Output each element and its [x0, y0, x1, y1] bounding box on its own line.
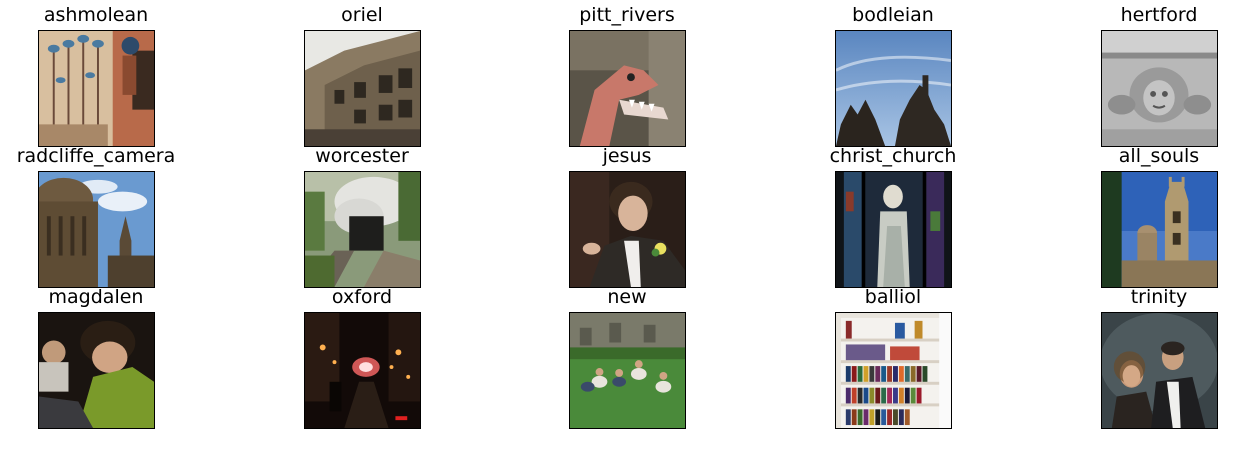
dinosaur-model-image — [569, 31, 685, 146]
image-frame — [37, 312, 155, 429]
couple-portrait-image — [1101, 313, 1217, 428]
grid-cell-christ-church: christ_church — [773, 143, 1013, 288]
man-in-suit-image — [569, 172, 685, 287]
radcliffe-camera-image — [38, 172, 154, 287]
people-indoors-image — [38, 313, 154, 428]
stained-glass-image — [835, 172, 951, 287]
image-title: magdalen — [48, 286, 144, 308]
image-frame — [568, 312, 686, 429]
grid-cell-trinity: trinity — [1039, 284, 1245, 429]
tower-blue-sky-image — [1101, 172, 1217, 287]
image-frame — [37, 30, 155, 147]
spires-sky-image — [835, 31, 951, 146]
image-title: christ_church — [829, 145, 957, 167]
night-street-image — [304, 313, 420, 428]
image-title: new — [607, 286, 647, 308]
steam-train-image — [304, 172, 420, 287]
image-frame — [303, 30, 421, 147]
image-frame — [1100, 171, 1218, 288]
image-title: all_souls — [1118, 145, 1200, 167]
college-building-image — [304, 31, 420, 146]
image-frame — [1100, 30, 1218, 147]
image-title: worcester — [315, 145, 409, 167]
image-title: radcliffe_camera — [16, 145, 176, 167]
image-title: oriel — [341, 4, 383, 26]
grid-cell-radcliffe-camera: radcliffe_camera — [0, 143, 216, 288]
image-title: pitt_rivers — [579, 4, 675, 26]
grid-cell-ashmolean: ashmolean — [0, 2, 216, 147]
image-frame — [1100, 312, 1218, 429]
grid-cell-pitt-rivers: pitt_rivers — [507, 2, 747, 147]
image-frame — [37, 171, 155, 288]
bookshelf-image — [835, 313, 951, 428]
grid-cell-bodleian: bodleian — [773, 2, 1013, 147]
image-frame — [834, 30, 952, 147]
egyptian-relief-image — [38, 31, 154, 146]
image-title: balliol — [864, 286, 922, 308]
grid-cell-balliol: balliol — [773, 284, 1013, 429]
image-frame — [834, 312, 952, 429]
grid-cell-worcester: worcester — [242, 143, 482, 288]
grid-cell-oriel: oriel — [242, 2, 482, 147]
stone-carving-image — [1101, 31, 1217, 146]
grid-cell-new: new — [507, 284, 747, 429]
grid-cell-oxford: oxford — [242, 284, 482, 429]
grid-cell-magdalen: magdalen — [0, 284, 216, 429]
image-frame — [568, 171, 686, 288]
image-title: trinity — [1130, 286, 1188, 308]
people-on-lawn-image — [569, 313, 685, 428]
grid-cell-all-souls: all_souls — [1039, 143, 1245, 288]
image-title: jesus — [602, 145, 652, 167]
image-title: hertford — [1120, 4, 1198, 26]
image-title: oxford — [331, 286, 393, 308]
grid-cell-jesus: jesus — [507, 143, 747, 288]
image-frame — [303, 171, 421, 288]
image-title: ashmolean — [43, 4, 149, 26]
image-frame — [834, 171, 952, 288]
grid-cell-hertford: hertford — [1039, 2, 1245, 147]
image-frame — [303, 312, 421, 429]
image-frame — [568, 30, 686, 147]
image-title: bodleian — [852, 4, 934, 26]
